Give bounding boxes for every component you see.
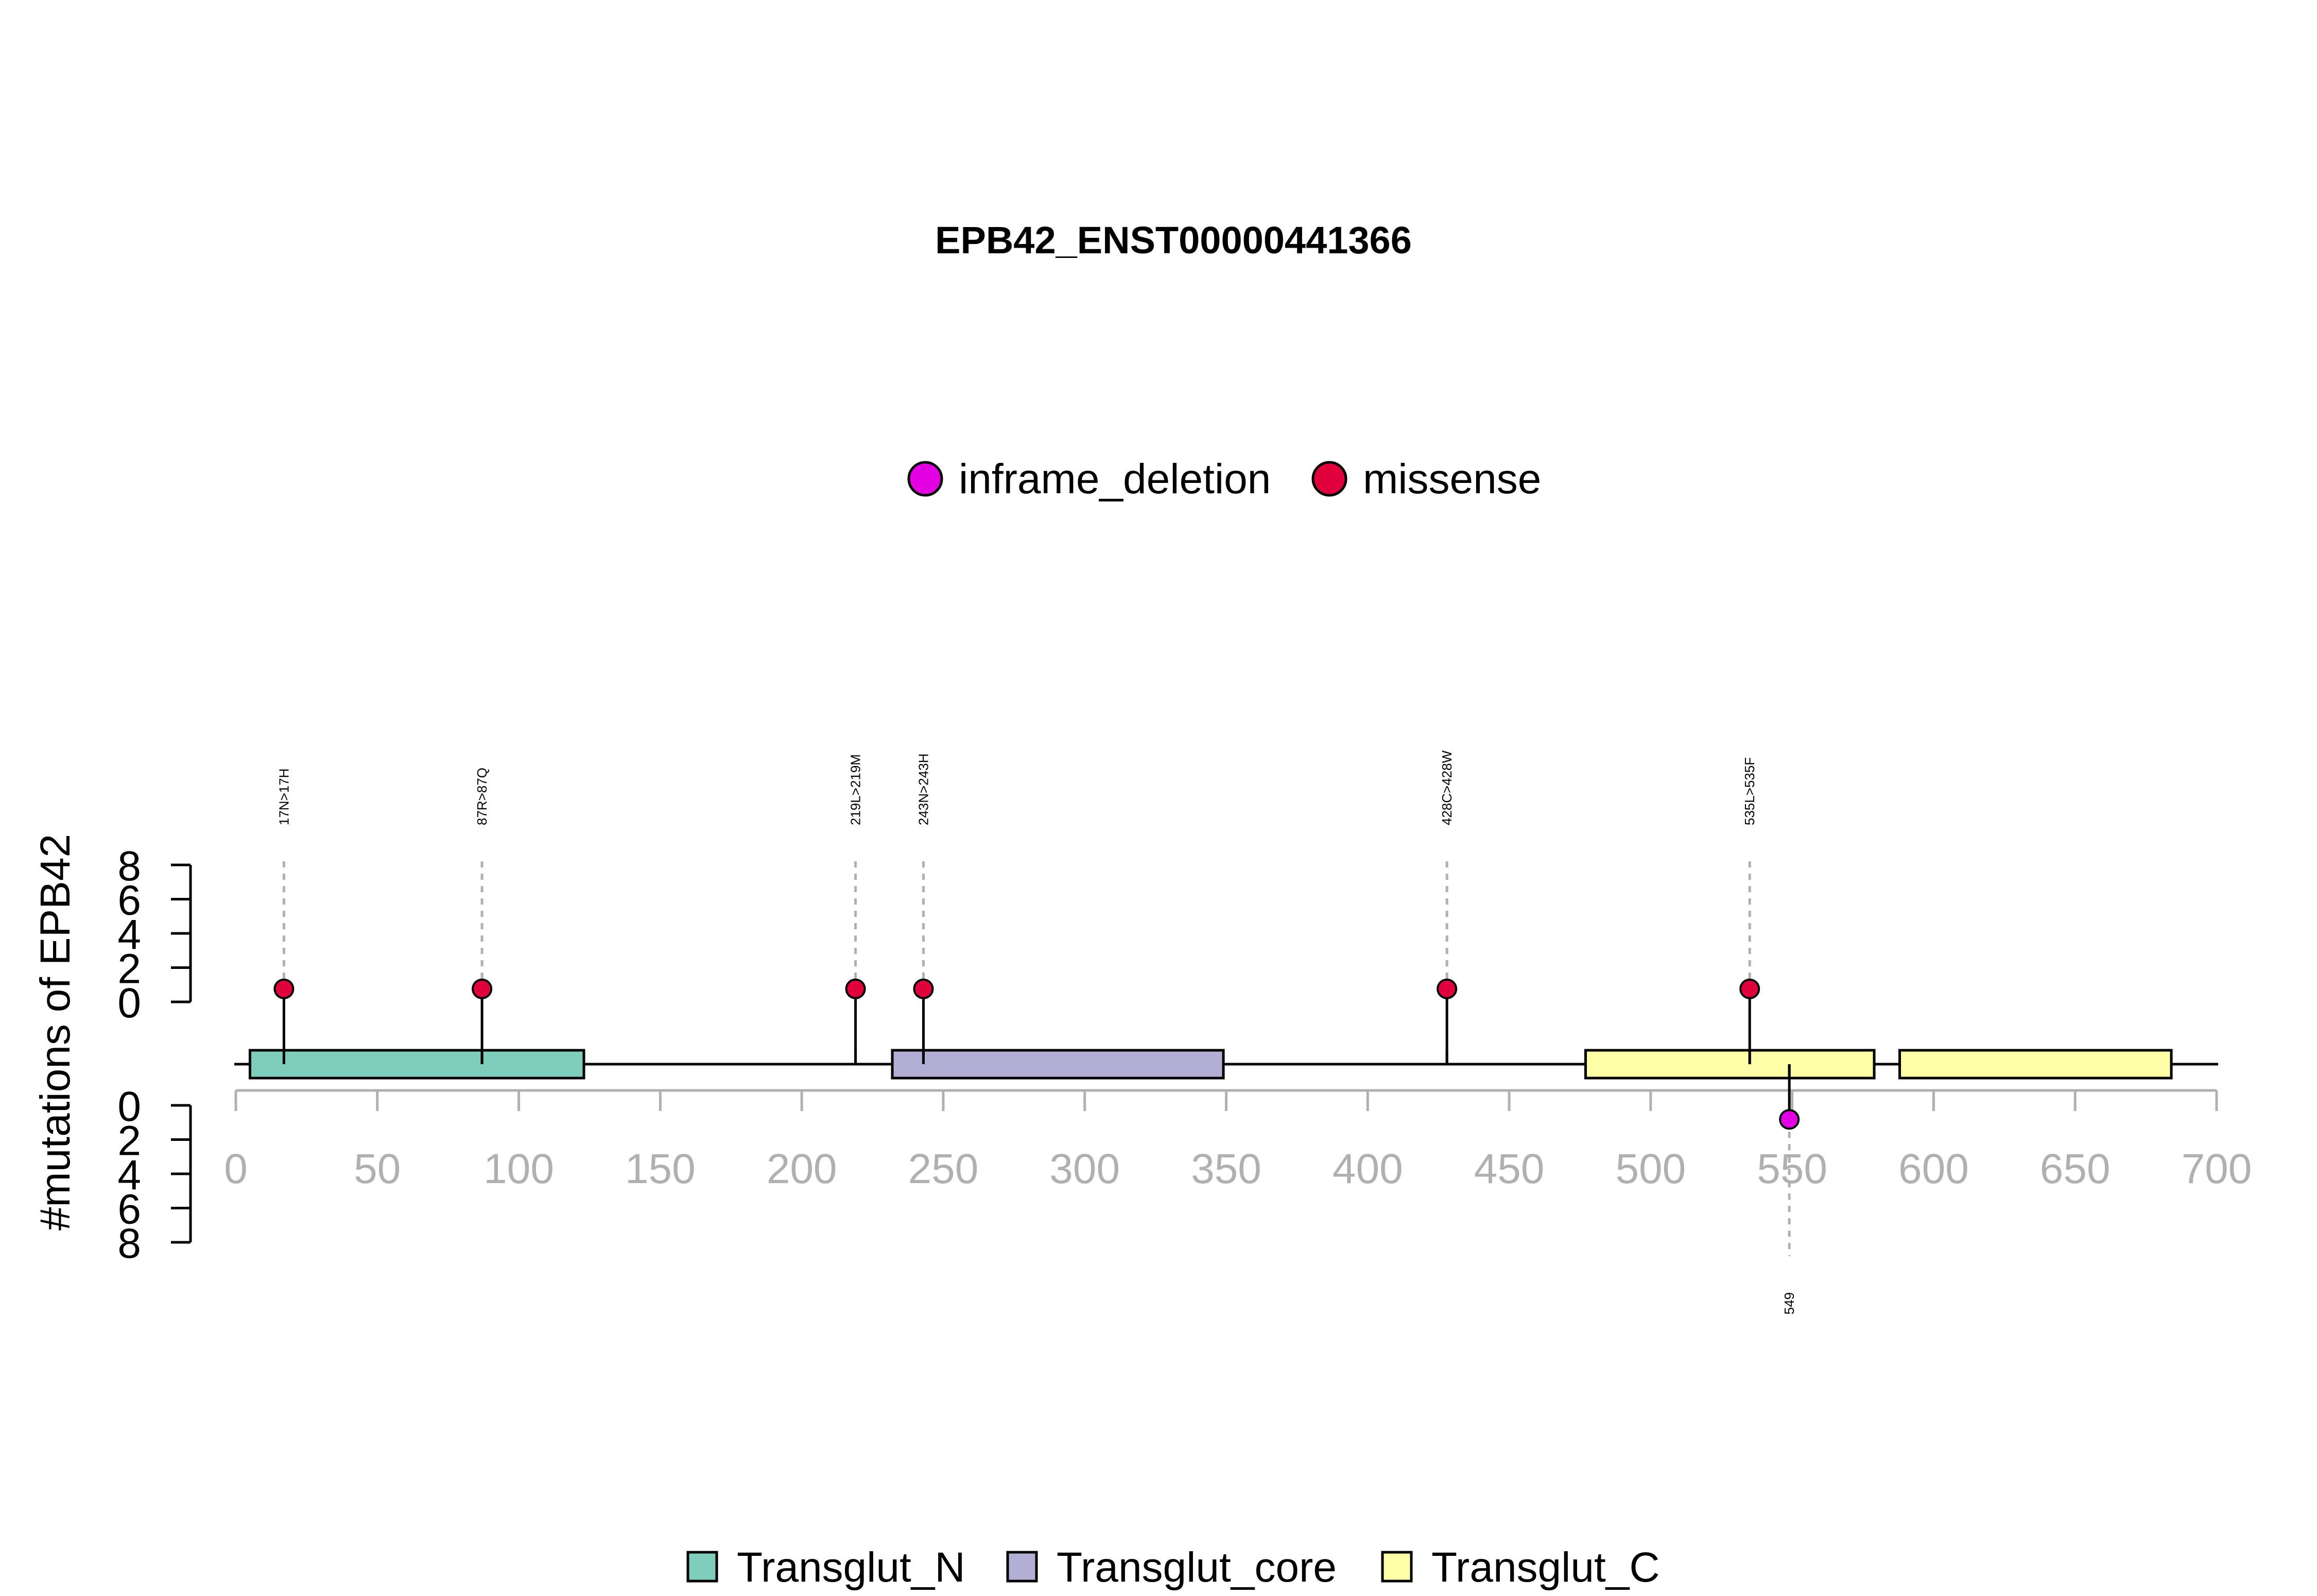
mutation-label: 219L>219M — [848, 754, 863, 825]
upper-tick-label: 0 — [117, 980, 141, 1027]
mutation-point — [845, 978, 866, 999]
y-axis-label: #mutations of EPB42 — [32, 834, 79, 1230]
mutation-point — [472, 978, 493, 999]
x-tick-label: 700 — [2182, 1146, 2252, 1192]
protein-domains — [248, 1049, 2173, 1080]
legend-label-missense: missense — [1363, 456, 1541, 502]
legend-swatch-Transglut_core — [1006, 1551, 1038, 1583]
lower-tick-label: 6 — [117, 1186, 141, 1233]
mutation-label: 87R>87Q — [474, 768, 490, 825]
x-tick-label: 500 — [1615, 1146, 1686, 1192]
lower-tick-label: 2 — [117, 1118, 141, 1165]
mutation-17N>17H: 17N>17H — [273, 768, 295, 1064]
mutation-label: 549 — [1782, 1292, 1797, 1314]
mutation-label: 17N>17H — [276, 768, 291, 825]
legend-label-inframe_deletion: inframe_deletion — [959, 456, 1271, 502]
x-tick-label: 150 — [625, 1146, 696, 1192]
legend-marker-missense — [1311, 461, 1347, 497]
x-tick-label: 550 — [1757, 1146, 1827, 1192]
upper-tick-label: 8 — [117, 843, 141, 890]
mutation-point — [273, 978, 295, 999]
mutation-549: 549 — [1779, 1064, 1800, 1314]
x-tick-label: 600 — [1898, 1146, 1969, 1192]
mutation-point — [1739, 978, 1760, 999]
mutation-point — [913, 978, 934, 999]
mutation-535L>535F: 535L>535F — [1739, 757, 1760, 1064]
lower-tick-label: 8 — [117, 1220, 141, 1267]
x-axis: 0 50 100 150 200 250 300 350 400 450 500 550 600 650 7… — [224, 1089, 2252, 1192]
domain-legend: Transglut_N Transglut_core Transglut_C — [686, 1544, 1660, 1591]
legend-swatch-Transglut_C — [1381, 1551, 1413, 1583]
legend-swatch-Transglut_N — [686, 1551, 718, 1583]
mutation-point — [1779, 1109, 1800, 1130]
legend-marker-inframe_deletion — [907, 461, 943, 497]
legend-label-Transglut_N: Transglut_N — [737, 1544, 965, 1591]
mutation-87R>87Q: 87R>87Q — [472, 768, 493, 1064]
x-tick-label: 650 — [2040, 1146, 2111, 1192]
chart-title: EPB42_ENST00000441366 — [935, 219, 1412, 262]
mutation-243N>243H: 243N>243H — [913, 754, 934, 1064]
x-tick-label: 100 — [483, 1146, 554, 1192]
mutation-point — [1437, 978, 1458, 999]
mutation-label: 535L>535F — [1742, 757, 1757, 825]
upper-tick-label: 4 — [117, 911, 141, 958]
lower-tick-label: 4 — [117, 1152, 141, 1199]
x-tick-label: 350 — [1191, 1146, 1261, 1192]
domain-Transglut_core — [891, 1049, 1225, 1080]
mutation-label: 428C>428W — [1439, 750, 1455, 825]
x-tick-label: 0 — [224, 1146, 248, 1192]
domain-Transglut_C — [1898, 1049, 2173, 1080]
x-tick-label: 200 — [767, 1146, 837, 1192]
mutation-lollipops: 17N>17H 87R>87Q 219L>219M 243N>243H 428C>428… — [273, 750, 1800, 1314]
mutation-label: 243N>243H — [915, 754, 931, 826]
mutation-219L>219M: 219L>219M — [845, 754, 866, 1064]
domain-Transglut_C — [1584, 1049, 1876, 1080]
x-tick-label: 450 — [1474, 1146, 1545, 1192]
upper-tick-label: 6 — [117, 877, 141, 924]
lower-tick-label: 0 — [117, 1083, 141, 1130]
mutation-type-legend: inframe_deletion missense — [907, 456, 1541, 502]
upper-tick-label: 2 — [117, 946, 141, 993]
x-tick-label: 300 — [1049, 1146, 1120, 1192]
x-tick-label: 250 — [908, 1146, 979, 1192]
legend-label-Transglut_C: Transglut_C — [1431, 1544, 1660, 1591]
x-tick-label: 400 — [1333, 1146, 1403, 1192]
domain-Transglut_N — [248, 1049, 585, 1080]
x-tick-label: 50 — [354, 1146, 401, 1192]
legend-label-Transglut_core: Transglut_core — [1057, 1544, 1337, 1591]
mutation-428C>428W: 428C>428W — [1437, 750, 1458, 1064]
